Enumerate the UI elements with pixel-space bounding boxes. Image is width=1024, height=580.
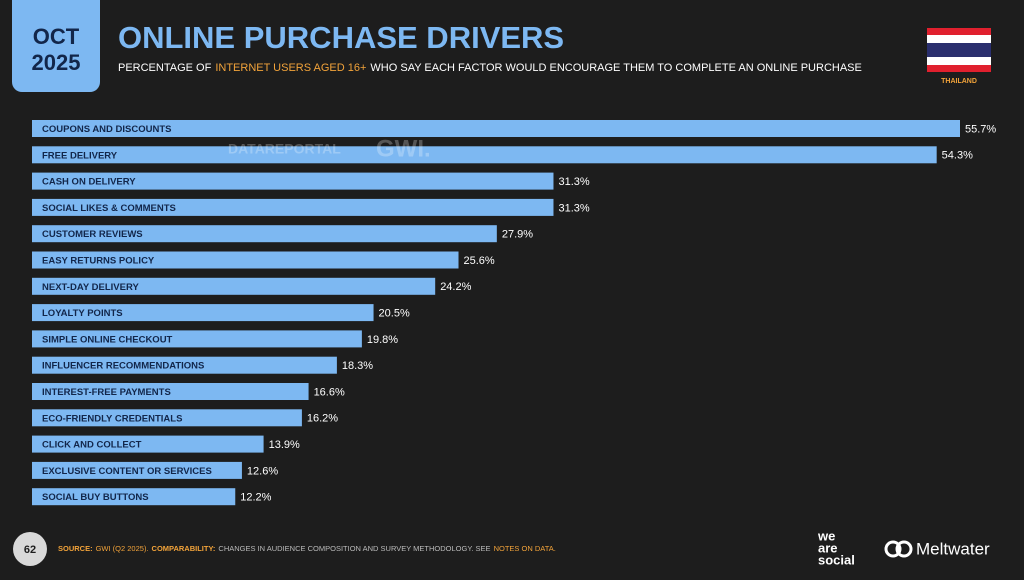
badge-year: 2025 <box>32 50 81 75</box>
footer-text: CHANGES IN AUDIENCE COMPOSITION AND SURV… <box>218 544 490 553</box>
category-label: CASH ON DELIVERY <box>42 177 136 188</box>
value-label: 16.6% <box>314 386 345 398</box>
subtitle-highlight: INTERNET USERS AGED 16+ <box>215 62 366 74</box>
footer-note: SOURCE: GWI (Q2 2025). COMPARABILITY: CHANG… <box>58 544 556 553</box>
value-label: 54.3% <box>942 150 973 162</box>
bars: COUPONS AND DISCOUNTS 55.7% FREE DELIVERY 5… <box>32 120 996 506</box>
flag <box>927 28 991 72</box>
category-label: SOCIAL LIKES & COMMENTS <box>42 203 176 214</box>
watermark: GWI. <box>376 135 431 162</box>
category-label: CUSTOMER REVIEWS <box>42 229 143 240</box>
value-label: 13.9% <box>269 439 300 451</box>
logo-text: Meltwater <box>916 539 990 558</box>
category-label: INFLUENCER RECOMMENDATIONS <box>42 361 204 372</box>
category-label: ECO-FRIENDLY CREDENTIALS <box>42 413 182 424</box>
value-label: 18.3% <box>342 360 373 372</box>
bar <box>32 488 236 506</box>
chart-title: ONLINE PURCHASE DRIVERS <box>118 20 564 55</box>
value-label: 12.2% <box>240 492 271 504</box>
bar <box>32 277 436 295</box>
value-label: 27.9% <box>502 229 533 241</box>
subtitle: PERCENTAGE OF INTERNET USERS AGED 16+ WHO … <box>118 62 862 74</box>
country: THAILAND <box>941 78 977 85</box>
meltwater-icon <box>884 540 913 558</box>
watermark: DATAREPORTAL <box>228 141 341 157</box>
category-label: COUPONS AND DISCOUNTS <box>42 124 172 135</box>
bar <box>32 330 362 348</box>
value-label: 20.5% <box>379 308 410 320</box>
date-badge <box>12 0 100 92</box>
value-label: 24.2% <box>440 281 471 293</box>
bar <box>32 461 242 479</box>
page-number: 62 <box>24 544 36 556</box>
bar <box>32 409 302 427</box>
flag-red <box>927 28 991 35</box>
footer-label: SOURCE: <box>58 544 93 553</box>
bar <box>32 435 264 453</box>
category-label: SOCIAL BUY BUTTONS <box>42 492 149 503</box>
category-label: FREE DELIVERY <box>42 150 118 161</box>
bar <box>32 146 937 164</box>
footer-text: GWI (Q2 2025). <box>96 544 149 553</box>
logo-ring <box>884 540 902 558</box>
bar <box>32 172 554 190</box>
footer-link[interactable]: NOTES ON DATA. <box>494 544 556 553</box>
logo-line: are <box>818 540 838 555</box>
page-badge <box>13 532 47 566</box>
value-label: 19.8% <box>367 334 398 346</box>
flag-blue <box>927 43 991 57</box>
value-label: 31.3% <box>558 202 589 214</box>
subtitle-part: PERCENTAGE OF <box>118 62 212 74</box>
bar <box>32 304 374 322</box>
category-label: CLICK AND COLLECT <box>42 440 142 451</box>
badge-month: OCT <box>33 24 80 49</box>
bar <box>32 198 554 216</box>
value-label: 55.7% <box>965 123 996 135</box>
value-label: 16.2% <box>307 413 338 425</box>
bar <box>32 251 459 269</box>
category-label: EXCLUSIVE CONTENT OR SERVICES <box>42 466 212 477</box>
bar <box>32 383 309 400</box>
subtitle-part: WHO SAY EACH FACTOR WOULD ENCOURAGE THEM… <box>370 62 861 74</box>
value-label: 25.6% <box>464 255 495 267</box>
value-label: 12.6% <box>247 465 278 477</box>
category-label: SIMPLE ONLINE CHECKOUT <box>42 334 173 345</box>
bar <box>32 120 960 137</box>
logo-line: social <box>818 552 855 567</box>
category-label: NEXT-DAY DELIVERY <box>42 282 139 293</box>
logo-line: we <box>817 528 835 543</box>
footer-label: COMPARABILITY: <box>152 544 216 553</box>
category-label: EASY RETURNS POLICY <box>42 256 155 267</box>
bar <box>32 356 337 374</box>
category-label: LOYALTY POINTS <box>42 308 123 319</box>
category-label: INTEREST-FREE PAYMENTS <box>42 387 171 398</box>
flag-red <box>927 65 991 72</box>
bar <box>32 225 497 243</box>
value-label: 31.3% <box>558 176 589 188</box>
logo-ring <box>895 540 913 558</box>
